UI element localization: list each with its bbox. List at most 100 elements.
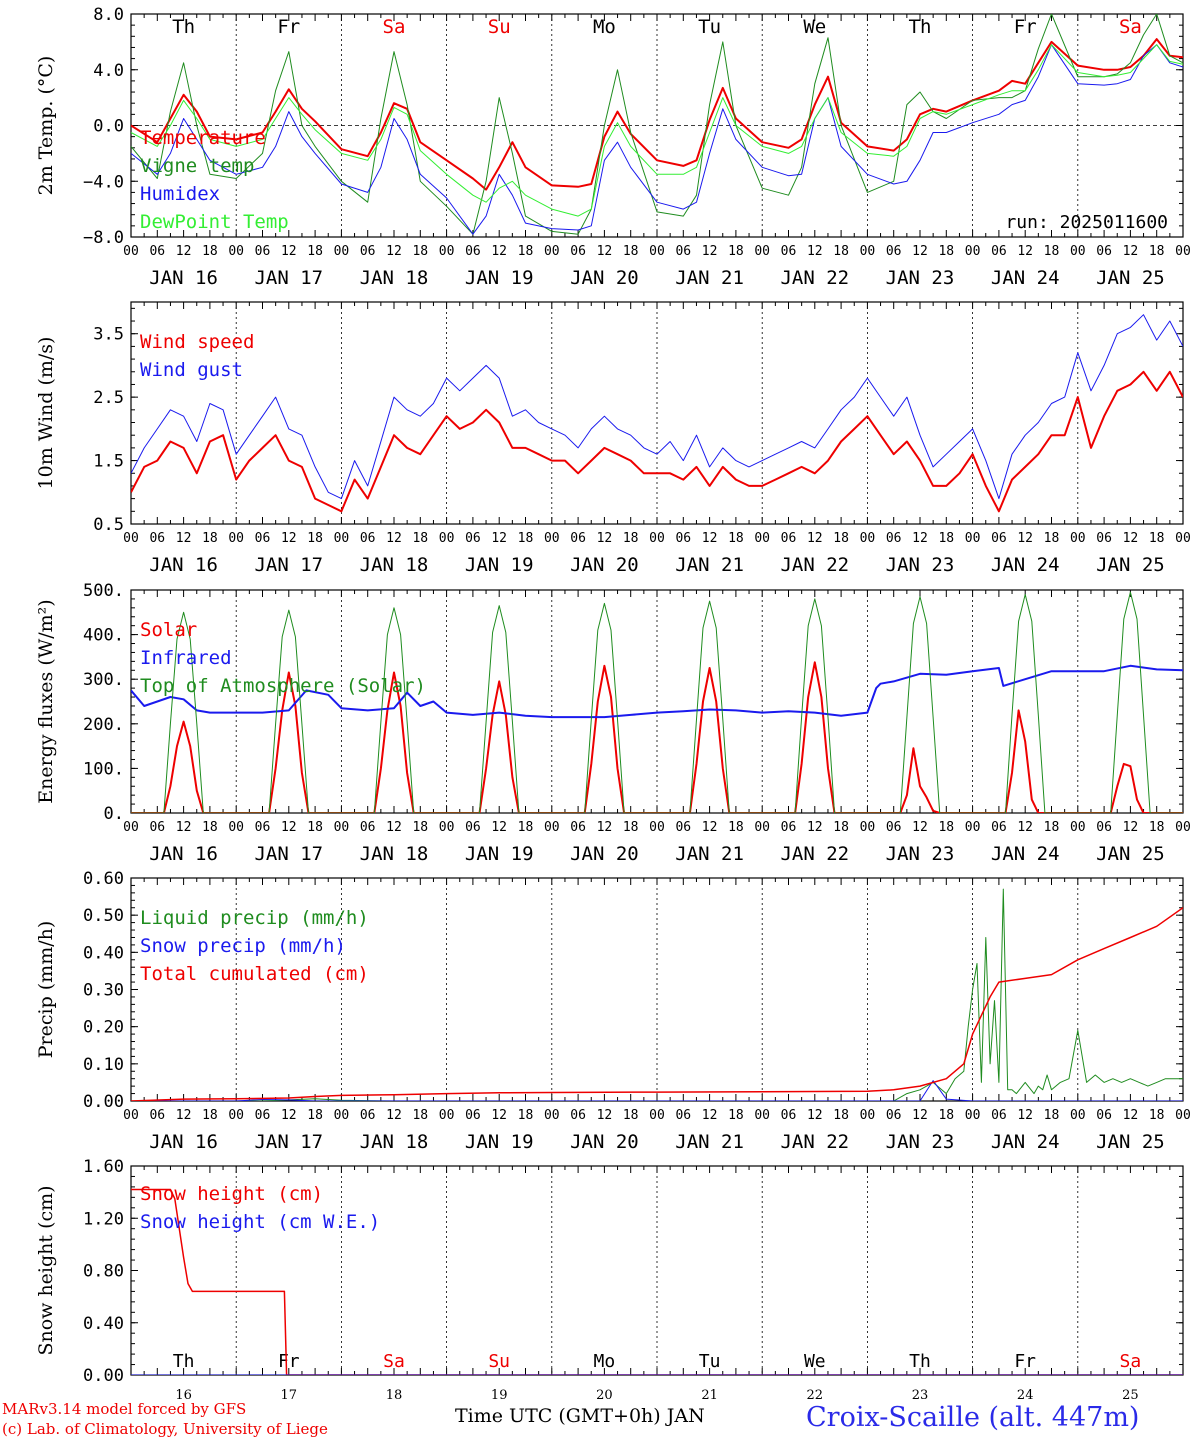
day-of-week-label: Mo: [593, 16, 616, 38]
hour-label: 00: [860, 1108, 876, 1123]
series-line-vigne-temp: [131, 14, 1183, 235]
legend-entry: Liquid precip (mm/h): [140, 907, 369, 929]
hour-label: 00: [649, 244, 665, 259]
hour-label: 18: [623, 531, 639, 546]
y-tick-label: 0.00: [83, 1366, 124, 1386]
day-number-label: 19: [491, 1388, 508, 1403]
hour-label: 12: [176, 531, 192, 546]
hour-label: 18: [1149, 531, 1165, 546]
hour-label: 06: [1096, 244, 1112, 259]
hour-label: 00: [1175, 820, 1191, 835]
hour-label: 00: [544, 244, 560, 259]
date-label: JAN 24: [991, 843, 1060, 865]
model-credit: MARv3.14 model forced by GFS: [2, 1400, 247, 1418]
y-tick-label: −4.0: [83, 172, 124, 192]
date-label: JAN 20: [570, 554, 639, 576]
hour-label: 00: [860, 531, 876, 546]
y-tick-label: 0.50: [83, 906, 124, 926]
y-tick-label: 1.5: [93, 452, 124, 472]
hour-label: 00: [965, 820, 981, 835]
date-label: JAN 16: [149, 554, 218, 576]
hour-label: 12: [1017, 244, 1033, 259]
hour-label: 06: [570, 244, 586, 259]
hour-label: 06: [886, 531, 902, 546]
hour-label: 12: [176, 1108, 192, 1123]
date-label: JAN 22: [780, 843, 849, 865]
series-line-total-cumulated-cm-: [131, 907, 1183, 1101]
date-label: JAN 23: [886, 554, 955, 576]
date-label: JAN 19: [465, 843, 534, 865]
day-of-week-label: Fr: [278, 1351, 300, 1372]
hour-label: 18: [1149, 244, 1165, 259]
hour-label: 06: [781, 244, 797, 259]
hour-label: 12: [281, 1108, 297, 1123]
hour-label: 06: [149, 531, 165, 546]
day-number-label: 23: [912, 1388, 929, 1403]
y-tick-label: 0.0: [93, 117, 124, 137]
y-tick-label: 2.5: [93, 388, 124, 408]
date-label: JAN 21: [675, 1131, 744, 1153]
hour-label: 12: [491, 820, 507, 835]
hour-label: 12: [597, 820, 613, 835]
hour-label: 00: [439, 244, 455, 259]
hour-label: 00: [649, 820, 665, 835]
series-line-snow-height-cm-: [131, 1188, 1183, 1375]
hour-label: 12: [702, 244, 718, 259]
hour-label: 12: [386, 1108, 402, 1123]
date-label: JAN 18: [360, 554, 429, 576]
hour-label: 00: [649, 531, 665, 546]
day-number-label: 25: [1122, 1388, 1139, 1403]
hour-label: 12: [491, 531, 507, 546]
hour-label: 18: [518, 1108, 534, 1123]
hour-label: 12: [807, 531, 823, 546]
hour-label: 00: [754, 820, 770, 835]
series-line-dewpoint-temp: [131, 44, 1183, 217]
date-label: JAN 17: [254, 1131, 323, 1153]
hour-label: 00: [1175, 244, 1191, 259]
hour-label: 12: [1123, 531, 1139, 546]
hour-label: 06: [360, 820, 376, 835]
hour-label: 00: [228, 244, 244, 259]
hour-label: 18: [412, 820, 428, 835]
hour-label: 18: [833, 1108, 849, 1123]
series-line-temperature: [131, 38, 1183, 191]
hour-label: 18: [728, 1108, 744, 1123]
date-label: JAN 17: [254, 554, 323, 576]
hour-label: 12: [1017, 1108, 1033, 1123]
hour-label: 18: [518, 531, 534, 546]
hour-label: 12: [386, 531, 402, 546]
hour-label: 18: [1044, 244, 1060, 259]
hour-label: 00: [1175, 531, 1191, 546]
hour-label: 06: [255, 531, 271, 546]
hour-label: 12: [491, 1108, 507, 1123]
date-label: JAN 25: [1096, 843, 1165, 865]
day-of-week-label: Su: [488, 1351, 510, 1372]
legend-entry: Snow precip (mm/h): [140, 935, 346, 957]
date-label: JAN 22: [780, 554, 849, 576]
hour-label: 06: [360, 531, 376, 546]
hour-label: 18: [202, 820, 218, 835]
date-label: JAN 23: [886, 1131, 955, 1153]
day-of-week-label: Sa: [383, 16, 406, 38]
hour-label: 00: [965, 1108, 981, 1123]
hour-label: 00: [228, 531, 244, 546]
hour-label: 12: [176, 244, 192, 259]
hour-label: 00: [228, 820, 244, 835]
hour-label: 06: [1096, 820, 1112, 835]
hour-label: 12: [912, 531, 928, 546]
date-label: JAN 19: [465, 1131, 534, 1153]
hour-label: 00: [334, 820, 350, 835]
day-of-week-label: Su: [488, 16, 511, 38]
day-number-label: 21: [701, 1388, 718, 1403]
y-axis-label: Precip (mm/h): [35, 921, 57, 1059]
lab-credit: (c) Lab. of Climatology, University of L…: [2, 1420, 328, 1438]
legend-entry: Wind gust: [140, 359, 243, 381]
y-axis-label: 2m Temp. (°C): [35, 56, 57, 196]
hour-label: 06: [675, 244, 691, 259]
hour-label: 06: [886, 820, 902, 835]
hour-label: 18: [623, 1108, 639, 1123]
date-label: JAN 19: [465, 554, 534, 576]
y-tick-label: 0.60: [83, 869, 124, 889]
hour-label: 06: [675, 820, 691, 835]
